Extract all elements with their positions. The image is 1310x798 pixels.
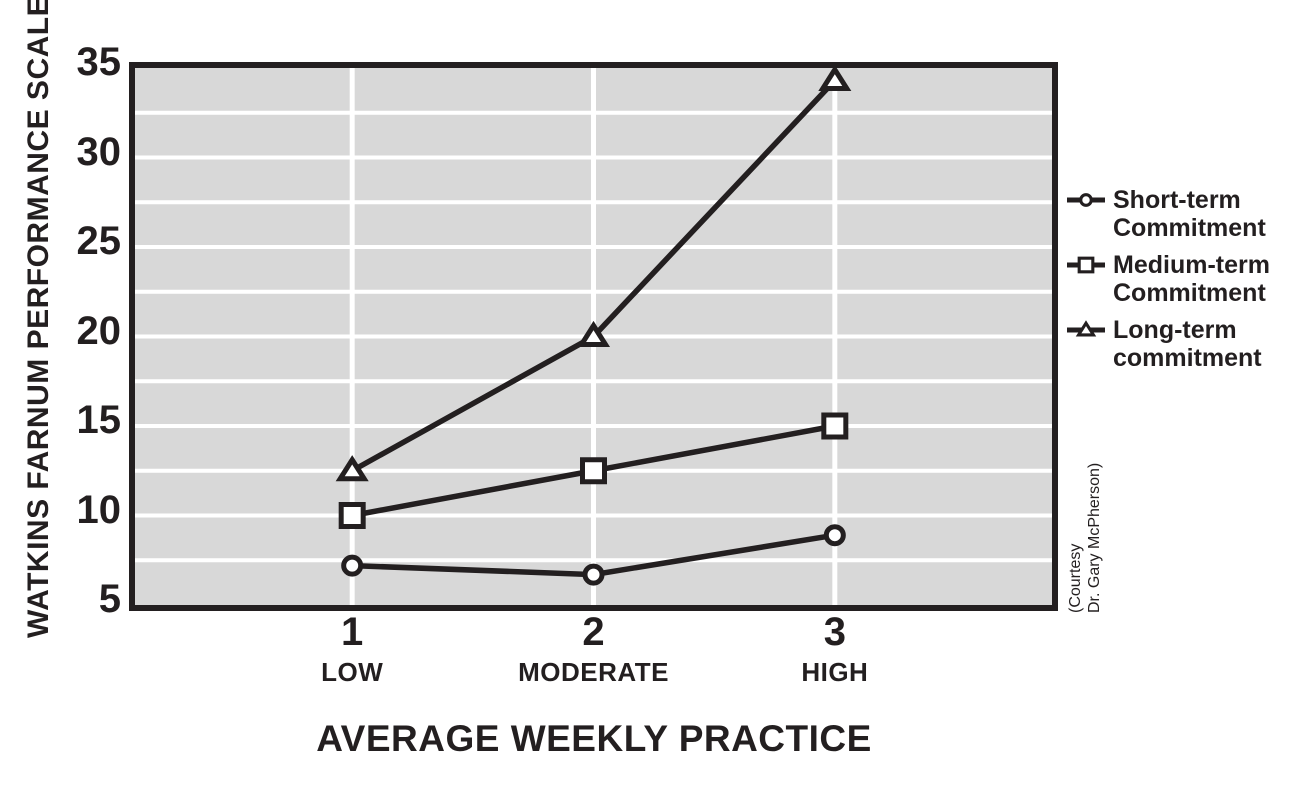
square-marker-icon bbox=[1077, 256, 1095, 274]
x-tick-label: 3 bbox=[823, 610, 846, 654]
legend-square-marker-icon bbox=[1067, 256, 1105, 274]
y-tick-label: 10 bbox=[76, 487, 122, 532]
square-marker-icon bbox=[580, 457, 607, 485]
circle-marker-icon bbox=[823, 524, 846, 547]
y-tick-label: 15 bbox=[76, 398, 122, 442]
series-circle bbox=[341, 524, 846, 586]
legend-item-label: Medium-term Commitment bbox=[1113, 251, 1270, 307]
legend-item-label: Short-term Commitment bbox=[1113, 186, 1266, 242]
x-tick-label: 1 bbox=[341, 610, 364, 654]
y-tick-label: 5 bbox=[98, 577, 121, 621]
plot-area bbox=[129, 62, 1058, 611]
legend-item: Short-term Commitment bbox=[1066, 186, 1270, 242]
y-axis-tick-labels: 5 10 15 20 25 30 35 bbox=[0, 0, 122, 798]
x-category-label: MODERATE bbox=[518, 657, 669, 687]
legend-item-label: Long-term commitment bbox=[1113, 316, 1262, 372]
legend-circle-marker-icon bbox=[1067, 193, 1105, 207]
legend-triangle-marker-icon bbox=[1067, 320, 1105, 337]
y-tick-label: 25 bbox=[76, 219, 122, 263]
square-marker-icon bbox=[821, 412, 849, 440]
triangle-marker-icon bbox=[818, 68, 852, 92]
x-axis-title: AVERAGE WEEKLY PRACTICE bbox=[316, 718, 872, 759]
triangle-marker-icon bbox=[576, 320, 611, 347]
x-tick-label: 2 bbox=[582, 610, 605, 654]
x-category-label: LOW bbox=[321, 657, 384, 687]
chart-legend: Short-term Commitment Medium-term Commitm… bbox=[1066, 186, 1270, 372]
series-square bbox=[338, 412, 849, 529]
triangle-marker-icon bbox=[335, 455, 369, 482]
series-triangle bbox=[335, 68, 852, 482]
square-marker-icon bbox=[338, 502, 366, 529]
legend-item: Medium-term Commitment bbox=[1066, 251, 1270, 307]
y-tick-label: 20 bbox=[76, 308, 122, 353]
y-tick-label: 30 bbox=[76, 129, 122, 174]
courtesy-note: (Courtesy Dr. Gary McPherson) bbox=[1067, 462, 1103, 613]
chart-canvas bbox=[135, 68, 1052, 605]
legend-item: Long-term commitment bbox=[1066, 316, 1270, 372]
circle-marker-icon bbox=[582, 563, 605, 586]
circle-marker-icon bbox=[1079, 193, 1093, 207]
y-tick-label: 35 bbox=[76, 40, 122, 84]
triangle-marker-icon bbox=[1075, 320, 1097, 337]
circle-marker-icon bbox=[341, 554, 364, 577]
x-category-label: HIGH bbox=[801, 657, 869, 687]
